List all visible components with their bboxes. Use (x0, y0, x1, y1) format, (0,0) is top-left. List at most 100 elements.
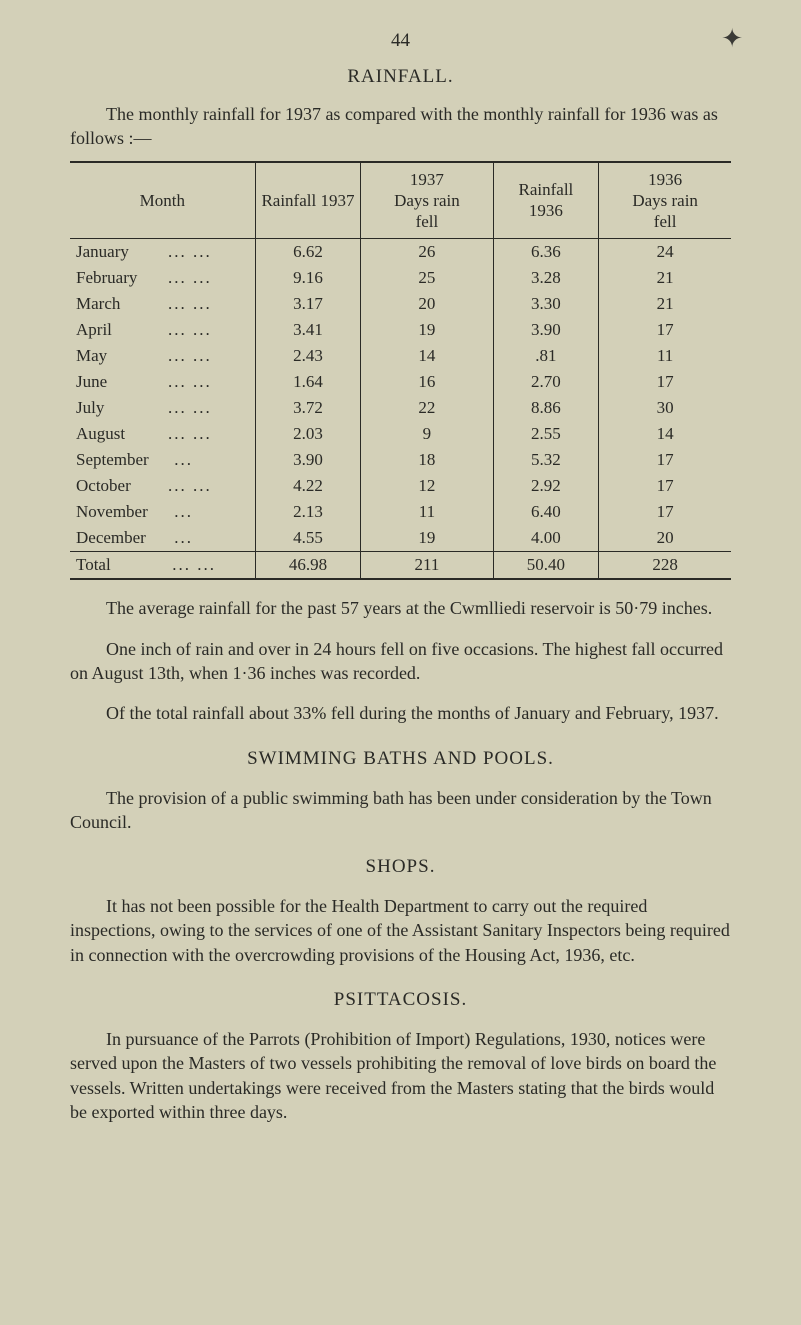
cell-rain37: 9.16 (255, 265, 361, 291)
cell-rain36: .81 (493, 343, 599, 369)
th-days36-l1: 1936 (648, 170, 682, 189)
cell-rain37: 2.13 (255, 499, 361, 525)
cell-days37: 16 (361, 369, 493, 395)
table-row: November ...2.13116.4017 (70, 499, 731, 525)
month-name: December (76, 528, 168, 548)
month-name: August (76, 424, 168, 444)
cell-rain36: 5.32 (493, 447, 599, 473)
cell-rain37: 2.43 (255, 343, 361, 369)
total-row: Total ... ... 46.98 211 50.40 228 (70, 552, 731, 580)
month-cell: December ... (70, 525, 255, 552)
total-r37: 46.98 (255, 552, 361, 580)
cell-days37: 20 (361, 291, 493, 317)
th-days36: 1936 Days rain fell (599, 162, 731, 239)
cell-days37: 18 (361, 447, 493, 473)
cell-days37: 11 (361, 499, 493, 525)
rainfall-tbody: January... ...6.62266.3624February... ..… (70, 239, 731, 552)
cell-rain36: 4.00 (493, 525, 599, 552)
th-month: Month (70, 162, 255, 239)
cell-rain37: 6.62 (255, 239, 361, 266)
month-dots: ... ... (168, 346, 212, 365)
table-row: September ...3.90185.3217 (70, 447, 731, 473)
table-row: August... ...2.0392.5514 (70, 421, 731, 447)
table-row: July... ...3.72228.8630 (70, 395, 731, 421)
page: 44 ✦ RAINFALL. The monthly rainfall for … (0, 0, 801, 1325)
cell-rain37: 3.72 (255, 395, 361, 421)
month-dots: ... ... (168, 320, 212, 339)
cell-rain36: 3.28 (493, 265, 599, 291)
th-rain37: Rainfall 1937 (255, 162, 361, 239)
cell-days37: 19 (361, 525, 493, 552)
rainfall-table: Month Rainfall 1937 1937 Days rain fell … (70, 161, 731, 581)
month-name: April (76, 320, 168, 340)
cell-days36: 17 (599, 447, 731, 473)
cell-rain37: 1.64 (255, 369, 361, 395)
total-d37: 211 (361, 552, 493, 580)
cell-rain37: 4.55 (255, 525, 361, 552)
total-r36: 50.40 (493, 552, 599, 580)
th-days36-l3: fell (654, 212, 677, 231)
total-label: Total (76, 555, 168, 575)
month-dots: ... ... (168, 372, 212, 391)
month-cell: November ... (70, 499, 255, 525)
table-row: March... ... 3.17203.3021 (70, 291, 731, 317)
month-cell: May... ... (70, 343, 255, 369)
cell-days36: 17 (599, 473, 731, 499)
month-cell: August... ... (70, 421, 255, 447)
month-cell: October... ... (70, 473, 255, 499)
cell-rain36: 6.36 (493, 239, 599, 266)
para-oneinch: One inch of rain and over in 24 hours fe… (70, 637, 731, 686)
cell-rain37: 4.22 (255, 473, 361, 499)
table-row: May... ...2.4314.8111 (70, 343, 731, 369)
month-dots: ... (168, 528, 193, 547)
cell-days37: 26 (361, 239, 493, 266)
page-number: 44 (70, 30, 731, 52)
cell-days37: 19 (361, 317, 493, 343)
month-dots: ... ... (168, 268, 212, 287)
th-days37: 1937 Days rain fell (361, 162, 493, 239)
cell-rain37: 3.17 (255, 291, 361, 317)
month-cell: April... ... (70, 317, 255, 343)
month-cell: February... ... (70, 265, 255, 291)
para-average: The average rainfall for the past 57 yea… (70, 596, 731, 620)
cell-rain36: 6.40 (493, 499, 599, 525)
cell-days36: 14 (599, 421, 731, 447)
th-rain36: Rainfall 1936 (493, 162, 599, 239)
month-cell: January... ... (70, 239, 255, 266)
cell-rain36: 2.92 (493, 473, 599, 499)
cell-days36: 21 (599, 265, 731, 291)
month-dots: ... ... (168, 294, 212, 313)
title-shops: SHOPS. (70, 856, 731, 878)
cell-days36: 17 (599, 369, 731, 395)
th-days36-l2: Days rain (632, 191, 698, 210)
table-row: February... ...9.16253.2821 (70, 265, 731, 291)
table-row: October... ...4.22122.9217 (70, 473, 731, 499)
cell-rain36: 3.30 (493, 291, 599, 317)
month-name: May (76, 346, 168, 366)
cell-days37: 25 (361, 265, 493, 291)
month-dots: ... ... (168, 398, 212, 417)
cell-rain36: 2.70 (493, 369, 599, 395)
total-dots: ... ... (172, 555, 216, 574)
month-name: July (76, 398, 168, 418)
cell-days37: 22 (361, 395, 493, 421)
month-dots: ... ... (168, 242, 212, 261)
title-rainfall: RAINFALL. (70, 66, 731, 88)
month-cell: September ... (70, 447, 255, 473)
total-d36: 228 (599, 552, 731, 580)
para-shops: It has not been possible for the Health … (70, 894, 731, 967)
cell-days36: 17 (599, 317, 731, 343)
para-psittacosis: In pursuance of the Parrots (Prohibition… (70, 1027, 731, 1124)
month-name: March (76, 294, 168, 314)
para-swimming: The provision of a public swimming bath … (70, 786, 731, 835)
cell-days36: 20 (599, 525, 731, 552)
cell-days36: 17 (599, 499, 731, 525)
month-dots: ... (168, 502, 193, 521)
month-name: November (76, 502, 168, 522)
table-row: January... ...6.62266.3624 (70, 239, 731, 266)
cell-rain36: 2.55 (493, 421, 599, 447)
cell-days36: 21 (599, 291, 731, 317)
th-days37-l3: fell (416, 212, 439, 231)
th-days37-l1: 1937 (410, 170, 444, 189)
cell-days36: 11 (599, 343, 731, 369)
